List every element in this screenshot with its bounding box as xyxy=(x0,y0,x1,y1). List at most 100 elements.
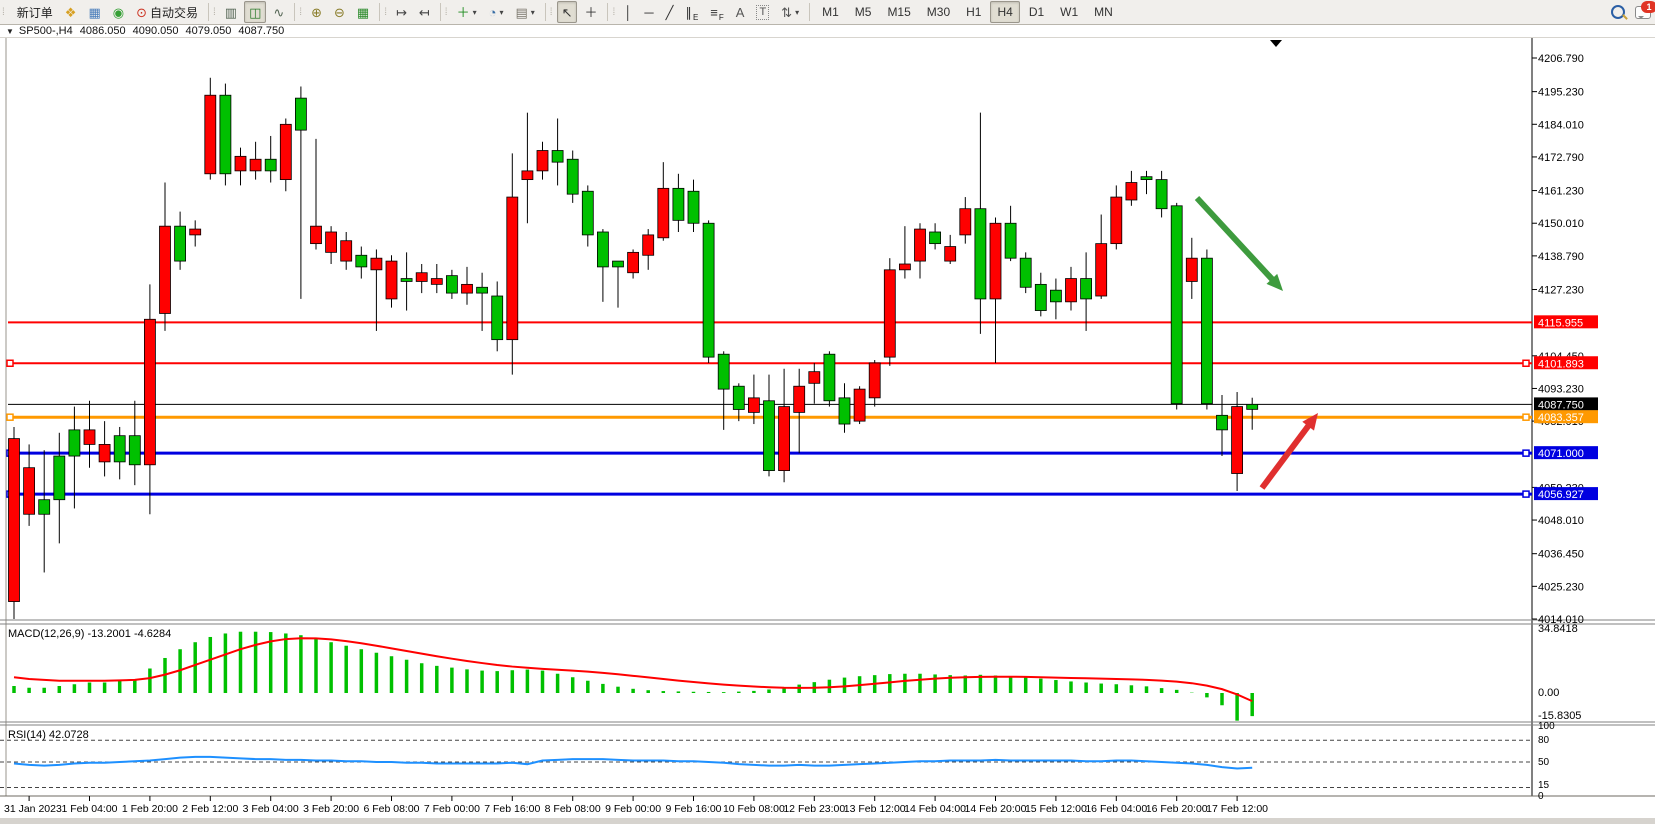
blue-support-line-1-handle[interactable] xyxy=(1522,449,1530,457)
candle[interactable] xyxy=(974,208,987,300)
candle[interactable] xyxy=(793,385,806,413)
candle[interactable] xyxy=(838,397,851,425)
candle[interactable] xyxy=(325,231,338,253)
candle[interactable] xyxy=(566,158,579,195)
candle[interactable] xyxy=(1170,205,1183,405)
timeframe-m30-button[interactable]: M30 xyxy=(926,5,951,19)
candle[interactable] xyxy=(294,97,307,131)
candle[interactable] xyxy=(929,231,941,245)
cursor-button[interactable]: ↖ xyxy=(556,1,578,23)
arrows-button-caret[interactable]: ▾ xyxy=(795,7,800,17)
periods-button[interactable]: ◔ ▾ xyxy=(484,1,509,23)
candle[interactable] xyxy=(355,254,368,268)
candle[interactable] xyxy=(415,272,428,282)
timeframe-d1-button[interactable]: D1 xyxy=(1028,5,1045,19)
green-down-arrow[interactable] xyxy=(1194,195,1276,283)
candle[interactable] xyxy=(370,257,383,271)
candle[interactable] xyxy=(1185,257,1198,282)
orange-support-line-handle[interactable] xyxy=(1522,413,1530,421)
candle[interactable] xyxy=(445,275,458,294)
candle[interactable] xyxy=(702,222,715,358)
candle[interactable] xyxy=(778,406,790,472)
timeframe-m5-button[interactable]: M5 xyxy=(854,5,872,19)
candle[interactable] xyxy=(763,400,775,472)
red-up-arrow[interactable] xyxy=(1259,422,1313,490)
candle[interactable] xyxy=(1110,196,1123,245)
candle[interactable] xyxy=(98,444,111,463)
indicators-button[interactable]: ＋ ▾ xyxy=(452,1,482,23)
candle[interactable] xyxy=(551,150,564,163)
resistance-line-2-handle[interactable] xyxy=(6,359,14,368)
autotrading-button[interactable]: ⊙ 自动交易 xyxy=(131,1,203,23)
candle[interactable] xyxy=(1216,414,1228,431)
candle[interactable] xyxy=(8,438,20,602)
candle[interactable] xyxy=(899,263,911,271)
candle[interactable] xyxy=(1140,176,1153,181)
candle[interactable] xyxy=(1201,257,1213,405)
terminal-icon[interactable]: ▦ xyxy=(83,1,105,23)
candle[interactable] xyxy=(642,234,655,256)
timeframe-m1-button[interactable]: M1 xyxy=(822,5,839,19)
timeframe-w1-button[interactable]: W1 xyxy=(1060,5,1079,19)
blue-support-line-2-handle[interactable] xyxy=(1522,490,1530,498)
scroll-marker-icon[interactable] xyxy=(1270,40,1282,47)
candle[interactable] xyxy=(189,228,202,236)
zoom-out-button[interactable]: ⊖ xyxy=(329,1,350,23)
candle[interactable] xyxy=(249,158,262,172)
candle[interactable] xyxy=(279,123,292,181)
candle[interactable] xyxy=(264,158,277,172)
timeframe-m15-button[interactable]: M15 xyxy=(887,5,911,19)
zoom-in-button[interactable]: ⊕ xyxy=(306,1,327,23)
candle[interactable] xyxy=(1125,182,1138,201)
candle[interactable] xyxy=(476,286,489,294)
candle[interactable] xyxy=(959,208,972,236)
equidistant-channel-button[interactable]: ∥ E xyxy=(680,1,703,23)
candle[interactable] xyxy=(461,283,473,294)
new-order-button[interactable]: 新订单 xyxy=(9,1,58,23)
templates-button-caret[interactable]: ▾ xyxy=(530,7,535,17)
candle[interactable] xyxy=(914,228,926,262)
candle[interactable] xyxy=(536,150,549,172)
candle[interactable] xyxy=(128,435,141,466)
timeframe-h4-button[interactable]: H4 xyxy=(990,1,1020,23)
candle[interactable] xyxy=(204,94,217,175)
candle[interactable] xyxy=(174,225,187,262)
candle[interactable] xyxy=(944,246,957,262)
candle[interactable] xyxy=(491,295,504,341)
candle[interactable] xyxy=(340,240,353,262)
candle[interactable] xyxy=(1034,283,1047,311)
candle[interactable] xyxy=(868,362,881,399)
candle[interactable] xyxy=(53,455,66,501)
candle[interactable] xyxy=(506,196,519,341)
timeframe-h1-button[interactable]: H1 xyxy=(966,5,982,19)
templates-button[interactable]: ▤ ▾ xyxy=(510,1,539,23)
candle[interactable] xyxy=(612,260,624,268)
candle[interactable] xyxy=(143,318,156,466)
candle[interactable] xyxy=(748,397,760,413)
vertical-line-button[interactable]: │ xyxy=(619,1,637,23)
text-label-button[interactable]: T xyxy=(751,1,774,23)
candle[interactable] xyxy=(23,467,36,515)
candlestick-chart-button[interactable]: ◫ xyxy=(244,1,267,23)
text-button[interactable]: A xyxy=(731,1,750,23)
candle[interactable] xyxy=(581,190,594,236)
candle[interactable] xyxy=(687,190,700,224)
candle[interactable] xyxy=(597,231,609,268)
collapse-icon[interactable]: ▼ xyxy=(6,26,14,36)
fibonacci-button[interactable]: ≡ F xyxy=(705,1,728,23)
candle[interactable] xyxy=(883,269,896,358)
candle[interactable] xyxy=(853,388,866,422)
auto-scroll-button[interactable]: ↦ xyxy=(391,1,412,23)
candle[interactable] xyxy=(989,222,1002,300)
candle[interactable] xyxy=(219,94,232,175)
trendline-button[interactable]: ╱ xyxy=(661,1,679,23)
line-chart-button[interactable]: ∿ xyxy=(268,1,289,23)
candle[interactable] xyxy=(1095,243,1108,297)
candle[interactable] xyxy=(68,429,81,457)
candle[interactable] xyxy=(385,260,398,300)
market-watch-icon[interactable]: ◉ xyxy=(108,1,129,23)
horizontal-line-button[interactable]: ─ xyxy=(639,1,658,23)
chart-canvas[interactable]: 4206.790 4195.230 4184.010 4172.790 4161.230… xyxy=(0,38,1655,824)
resistance-line-2-handle[interactable] xyxy=(1522,359,1530,368)
candle[interactable] xyxy=(732,385,745,410)
